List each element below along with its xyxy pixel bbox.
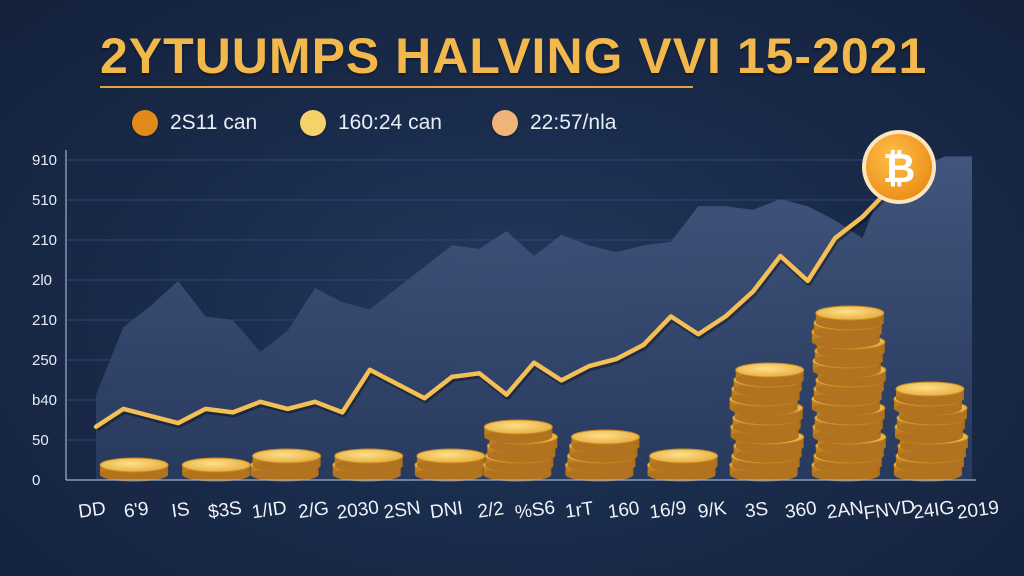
- x-tick-label: %S6: [514, 497, 557, 523]
- y-tick-label: 50: [32, 432, 49, 449]
- legend-item: 2S11 can: [132, 108, 257, 138]
- line-path: [93, 186, 893, 429]
- coin-stack: [414, 448, 486, 482]
- x-tick-label: FNVD: [862, 496, 916, 524]
- coin-stack: [647, 448, 719, 482]
- y-tick-label: 910: [32, 152, 57, 169]
- coin-stack: [811, 305, 887, 482]
- coin-face: [416, 448, 486, 464]
- x-tick-label: $3S: [207, 498, 243, 524]
- x-tick-label: 2/2: [476, 498, 505, 522]
- x-tick-label: 2/G: [297, 498, 330, 523]
- x-tick-label: 2SN: [382, 498, 422, 524]
- title-underline: [100, 86, 693, 88]
- coin-stacks: [99, 305, 969, 482]
- coin-stack: [99, 457, 169, 482]
- coin-stack: [482, 419, 558, 482]
- legend-label: 22:57/nla: [530, 111, 617, 134]
- bitcoin-icon: [866, 134, 932, 200]
- x-tick-label: 9/K: [697, 498, 728, 523]
- legend-item: 160:24 can: [300, 108, 442, 138]
- x-tick-label: 160: [607, 498, 641, 523]
- legend-swatch: [132, 110, 158, 136]
- x-tick-label: IS: [170, 499, 191, 522]
- coin-face: [99, 457, 169, 473]
- y-tick-label: 250: [32, 352, 57, 369]
- legend-swatch: [300, 110, 326, 136]
- legend-label: 160:24 can: [338, 111, 442, 134]
- y-tick-label: 2l0: [32, 272, 52, 289]
- coin-stack: [729, 362, 805, 482]
- y-tick-label: 210: [32, 312, 57, 329]
- chart-title: 2YTUUMPS HALVING VVI 15-2021: [100, 28, 928, 84]
- legend: 2S11 can 160:24 can 22:57/nla: [132, 108, 692, 138]
- bitcoin-glyph: ₿: [883, 146, 916, 192]
- coin-stack: [181, 457, 251, 482]
- x-tick-label: 1rT: [564, 498, 596, 523]
- coin-face: [570, 429, 640, 445]
- x-tick-label: 2030: [335, 497, 380, 524]
- x-tick-label: 24IG: [912, 497, 956, 524]
- coin-face: [815, 305, 885, 321]
- coin-face: [895, 381, 965, 397]
- coin-stack: [893, 381, 969, 482]
- y-tick-label: 510: [32, 192, 57, 209]
- x-tick-label: 2019: [956, 497, 1001, 524]
- legend-item: 22:57/nla: [492, 108, 616, 138]
- x-tick-label: 16/9: [648, 498, 688, 524]
- coin-face: [334, 448, 404, 464]
- legend-swatch: [492, 110, 518, 136]
- coin-face: [649, 448, 719, 464]
- coin-face: [483, 419, 553, 435]
- bitcoin-badge: ₿: [862, 130, 936, 204]
- x-tick-label: DNI: [429, 498, 464, 523]
- x-tick-label: 3S: [744, 498, 770, 522]
- x-tick-label: 2AN: [825, 498, 865, 524]
- x-tick-label: DD: [77, 498, 107, 523]
- x-tick-label: 360: [784, 498, 818, 523]
- coin-stack: [250, 448, 322, 482]
- coin-face: [252, 448, 322, 464]
- coin-face: [735, 362, 805, 378]
- coin-stack: [564, 429, 640, 482]
- y-tick-label: b40: [32, 392, 57, 409]
- coin-face: [181, 457, 251, 473]
- legend-label: 2S11 can: [170, 111, 258, 134]
- x-tick-label: 6'9: [123, 498, 150, 522]
- coin-stack: [332, 448, 404, 482]
- y-tick-label: 210: [32, 232, 57, 249]
- x-tick-label: 1/ID: [251, 498, 288, 524]
- y-tick-label: 0: [32, 472, 40, 489]
